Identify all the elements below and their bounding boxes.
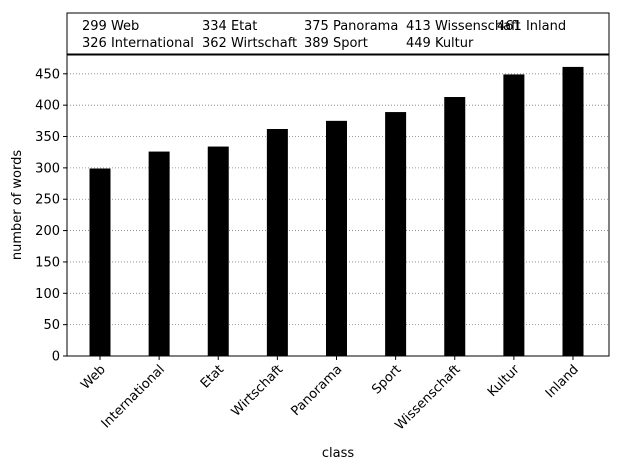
y-tick-label: 400 bbox=[35, 99, 60, 114]
bar-wissenschaft bbox=[444, 97, 466, 356]
bar-panorama bbox=[326, 120, 347, 356]
bar-inland bbox=[562, 66, 584, 356]
y-tick-label: 250 bbox=[35, 193, 60, 208]
legend-entry: 334 Etat bbox=[202, 19, 257, 34]
legend-entry: 413 Wissenschaft bbox=[406, 19, 520, 34]
x-tick-label: Web bbox=[78, 362, 109, 393]
x-tick-label: Kultur bbox=[485, 362, 523, 400]
plot-frame bbox=[66, 54, 610, 357]
bars bbox=[89, 66, 584, 357]
bar-international bbox=[148, 151, 170, 356]
x-tick-label: Etat bbox=[198, 362, 227, 391]
y-tick-label: 450 bbox=[35, 67, 60, 82]
y-tick-label: 300 bbox=[35, 161, 60, 176]
legend-entry: 362 Wirtschaft bbox=[202, 36, 297, 51]
legend-entry: 299 Web bbox=[82, 19, 139, 34]
legend: 299 Web 334 Etat 375 Panorama 413 Wissensch… bbox=[66, 12, 610, 55]
x-tick-label: Wirtschaft bbox=[229, 362, 286, 419]
legend-entry: 389 Sport bbox=[304, 36, 368, 51]
y-tick-label: 150 bbox=[35, 255, 60, 270]
legend-box bbox=[66, 12, 610, 55]
x-tick-label: International bbox=[99, 362, 168, 431]
x-tick-label: Inland bbox=[543, 362, 582, 401]
legend-entry: 326 International bbox=[82, 36, 194, 51]
bar-etat bbox=[207, 146, 229, 356]
legend-entry: 449 Kultur bbox=[406, 36, 474, 51]
y-tick-label: 200 bbox=[35, 224, 60, 239]
y-tick-label: 350 bbox=[35, 130, 60, 145]
legend-entry: 375 Panorama bbox=[304, 19, 398, 34]
x-axis-label: class bbox=[322, 446, 354, 461]
x-tick-label: Sport bbox=[369, 362, 404, 397]
x-tick-label: Panorama bbox=[289, 362, 346, 419]
y-tick-label: 100 bbox=[35, 287, 60, 302]
legend-entry: 461 Inland bbox=[497, 19, 566, 34]
y-tick-label: 50 bbox=[43, 318, 60, 333]
y-axis-ticks: 0 50 100 150 200 250 300 350 400 450 bbox=[35, 67, 67, 365]
y-tick-label: 0 bbox=[52, 350, 60, 365]
bar-web bbox=[89, 168, 111, 356]
y-axis-label: number of words bbox=[10, 150, 25, 260]
bar-sport bbox=[385, 112, 407, 357]
bar-wirtschaft bbox=[266, 128, 288, 356]
bar-kultur bbox=[503, 74, 525, 357]
